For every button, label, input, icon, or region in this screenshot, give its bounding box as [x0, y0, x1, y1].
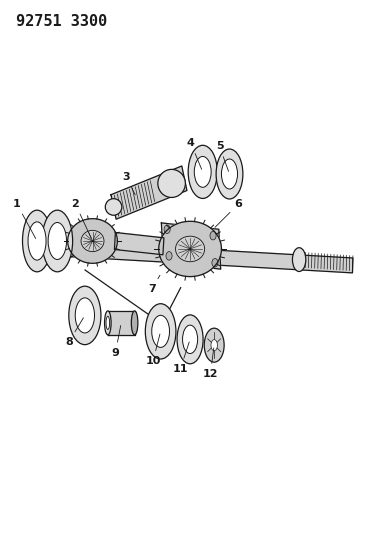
Text: 6: 6	[215, 199, 243, 228]
Polygon shape	[111, 166, 187, 219]
Ellipse shape	[177, 315, 203, 364]
Ellipse shape	[28, 222, 46, 260]
Text: 1: 1	[13, 199, 36, 239]
Ellipse shape	[105, 199, 122, 215]
Ellipse shape	[69, 286, 101, 345]
Text: 12: 12	[203, 348, 218, 379]
Ellipse shape	[42, 210, 73, 272]
Ellipse shape	[23, 210, 51, 272]
Text: 92751 3300: 92751 3300	[16, 14, 107, 29]
Text: 3: 3	[122, 172, 135, 195]
Polygon shape	[161, 223, 221, 269]
Ellipse shape	[158, 169, 185, 197]
Ellipse shape	[104, 311, 111, 335]
Text: 10: 10	[145, 334, 161, 366]
Text: 8: 8	[65, 318, 83, 347]
Ellipse shape	[204, 328, 224, 362]
Ellipse shape	[152, 316, 169, 348]
Text: 7: 7	[148, 275, 160, 294]
Ellipse shape	[188, 146, 217, 198]
Ellipse shape	[75, 298, 94, 333]
Text: 4: 4	[187, 138, 202, 169]
Polygon shape	[68, 219, 118, 263]
Ellipse shape	[211, 340, 217, 351]
Ellipse shape	[48, 222, 66, 260]
Ellipse shape	[145, 304, 176, 359]
Circle shape	[166, 252, 172, 260]
Text: 11: 11	[173, 342, 189, 374]
Ellipse shape	[175, 236, 205, 262]
Ellipse shape	[81, 230, 104, 252]
Circle shape	[212, 259, 218, 267]
Circle shape	[210, 231, 216, 240]
Text: 5: 5	[216, 141, 228, 172]
Ellipse shape	[194, 157, 211, 187]
Ellipse shape	[216, 149, 243, 199]
Polygon shape	[46, 240, 353, 273]
Polygon shape	[114, 232, 164, 255]
Ellipse shape	[293, 248, 306, 271]
Text: 9: 9	[111, 326, 121, 358]
Polygon shape	[108, 311, 135, 335]
Ellipse shape	[106, 316, 109, 329]
Ellipse shape	[182, 325, 198, 353]
Circle shape	[164, 225, 170, 233]
Polygon shape	[159, 221, 222, 277]
Ellipse shape	[222, 159, 238, 189]
Text: 2: 2	[71, 199, 91, 238]
Ellipse shape	[131, 311, 138, 335]
